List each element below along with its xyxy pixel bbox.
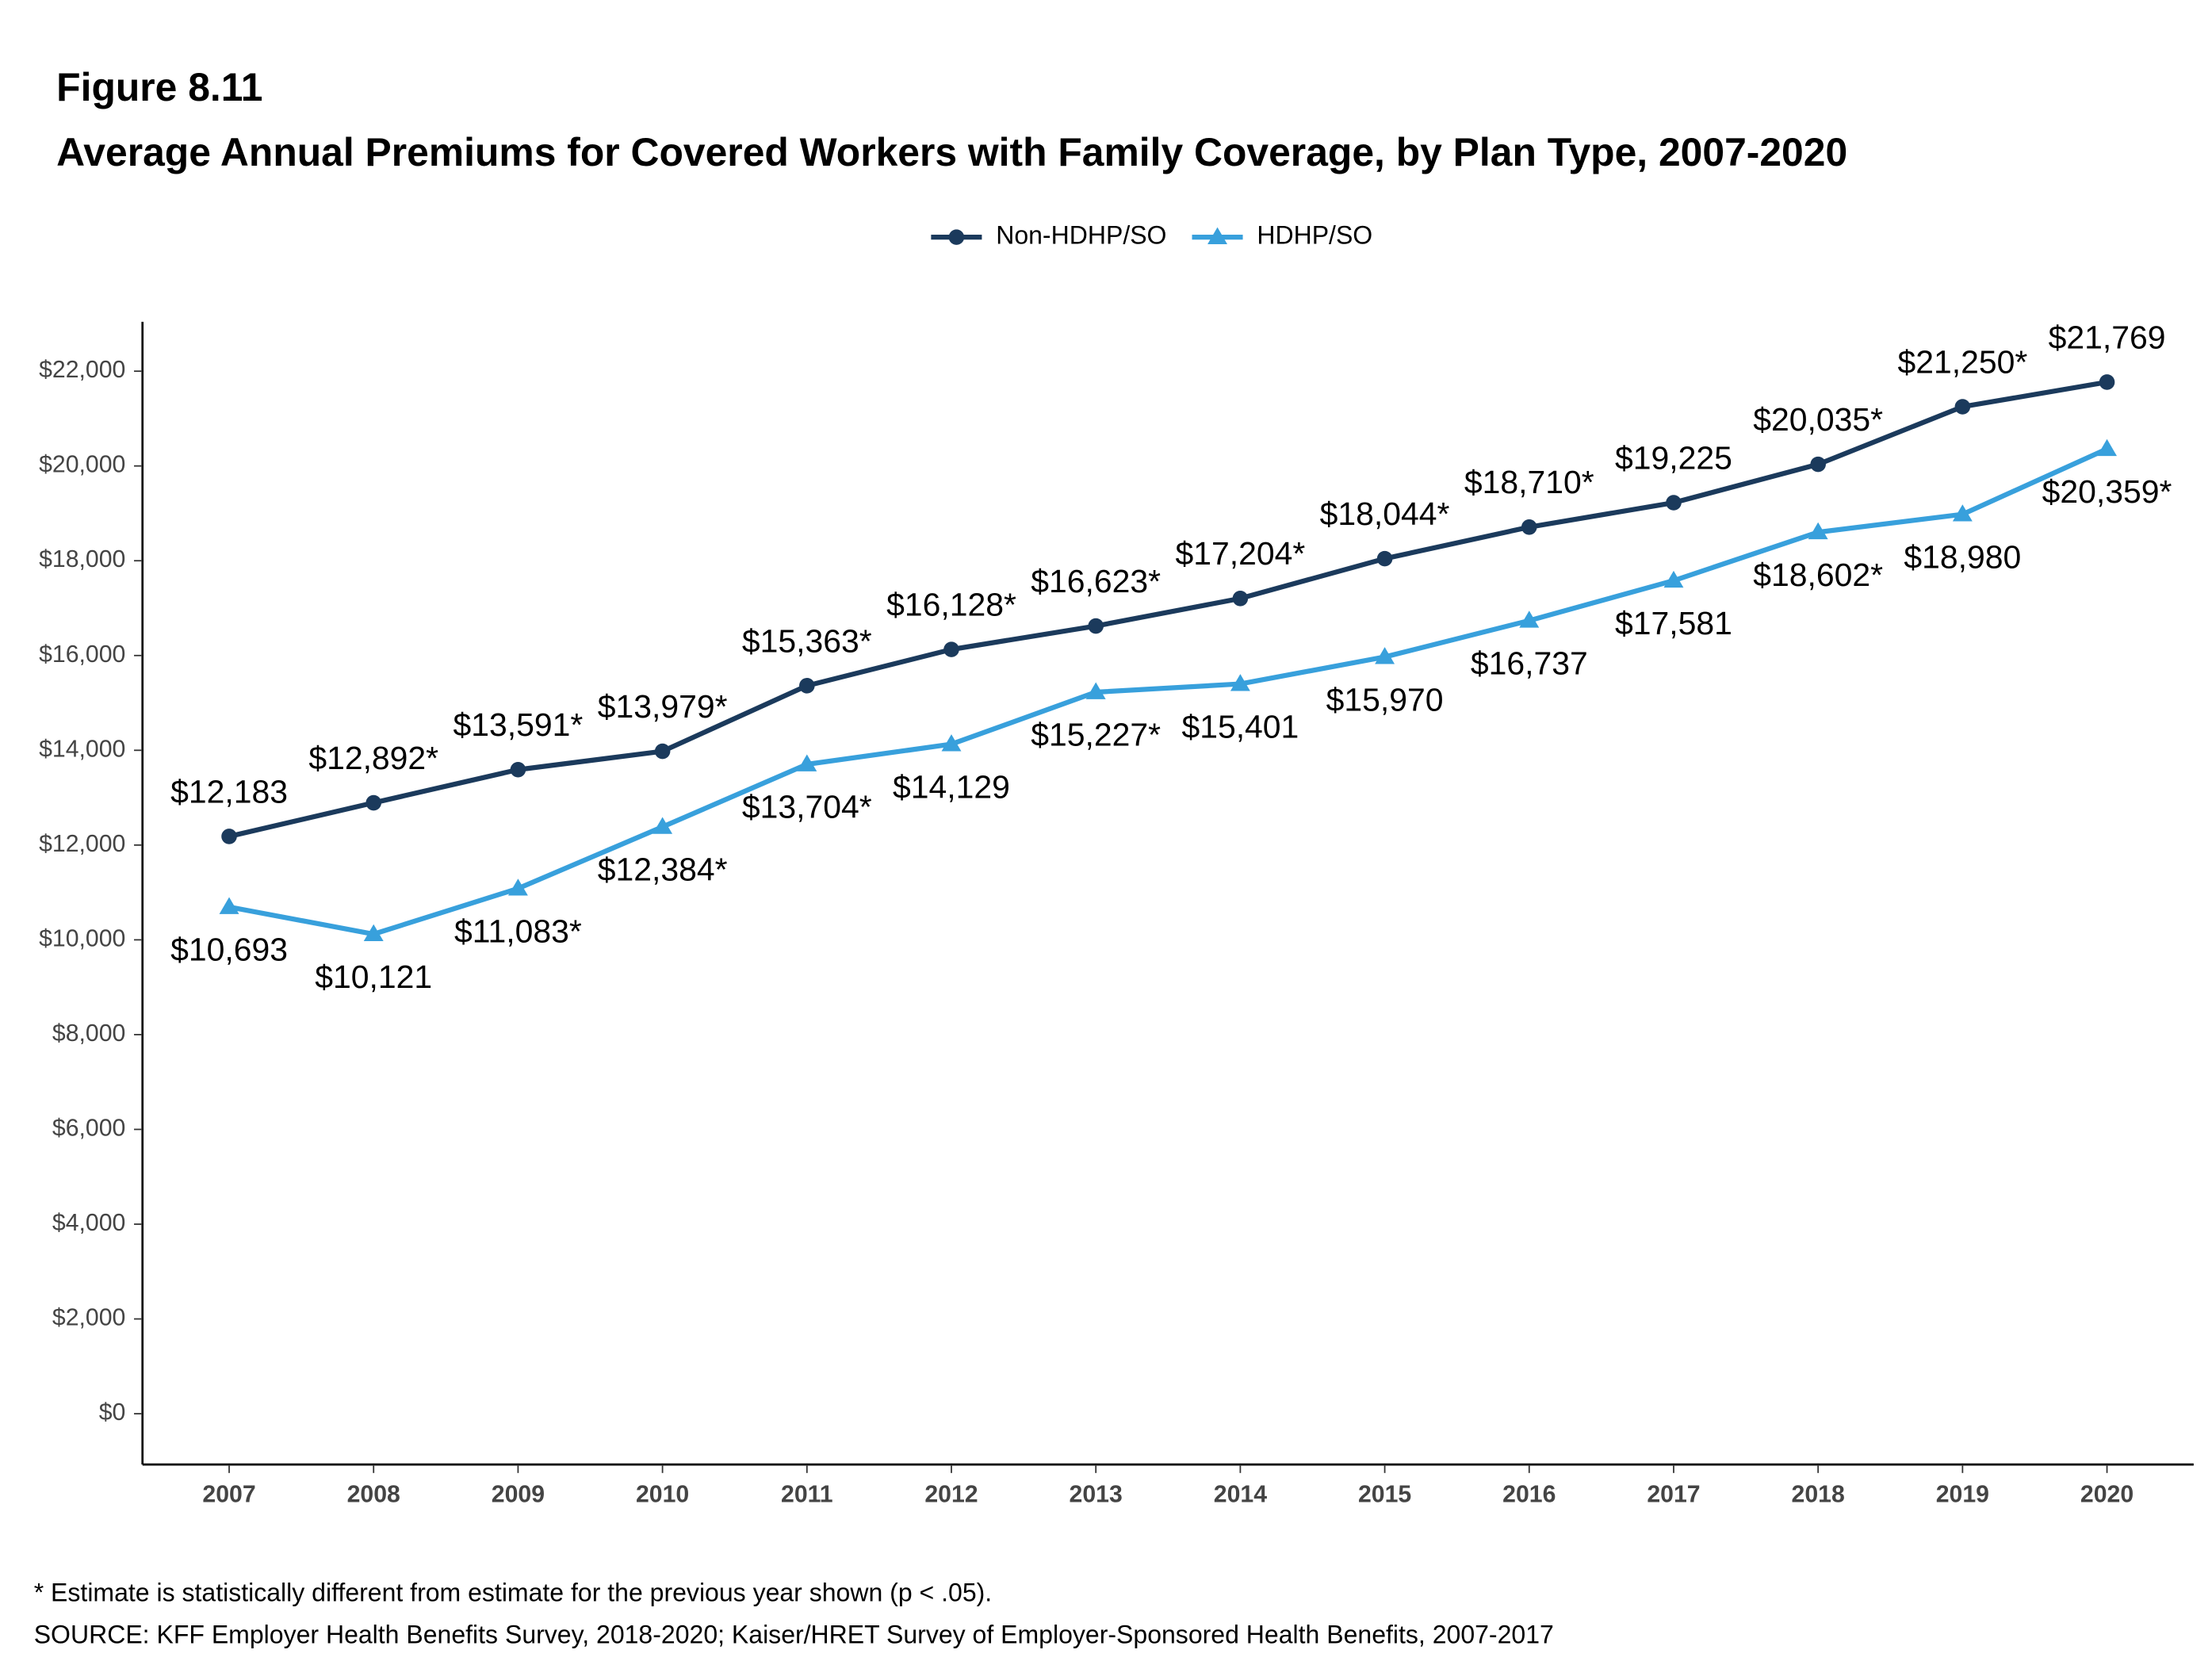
data-point	[797, 754, 817, 771]
x-tick-label: 2008	[347, 1481, 400, 1507]
x-tick-label: 2009	[492, 1481, 545, 1507]
chart-title: Average Annual Premiums for Covered Work…	[56, 130, 1847, 174]
y-tick-label: $22,000	[39, 357, 125, 383]
x-tick-label: 2017	[1647, 1481, 1700, 1507]
legend-item: HDHP/SO	[1192, 221, 1372, 250]
legend-marker	[948, 229, 965, 245]
data-point	[1666, 495, 1682, 511]
y-tick-label: $16,000	[39, 641, 125, 668]
data-point	[1230, 674, 1250, 691]
x-tick-label: 2019	[1936, 1481, 1989, 1507]
data-point	[363, 924, 384, 942]
x-tick-label: 2011	[781, 1481, 833, 1507]
data-label: $17,204*	[1175, 535, 1305, 572]
y-tick-label: $8,000	[52, 1020, 125, 1047]
data-point	[2097, 438, 2118, 457]
data-label: $13,704*	[742, 789, 872, 825]
series-line	[228, 379, 2108, 839]
y-tick-label: $14,000	[39, 736, 125, 762]
data-point	[1954, 399, 1971, 415]
data-point	[219, 897, 239, 914]
data-label: $15,227*	[1031, 717, 1161, 753]
data-point	[654, 743, 671, 760]
y-tick-label: $18,000	[39, 546, 125, 572]
series-line	[228, 446, 2108, 937]
data-label: $12,384*	[598, 852, 728, 888]
data-point	[1085, 682, 1106, 699]
data-label: $10,693	[170, 932, 288, 968]
x-tick-label: 2014	[1214, 1481, 1267, 1507]
data-point	[799, 678, 815, 694]
data-label: $15,970	[1326, 681, 1444, 718]
legend-marker	[1207, 227, 1227, 245]
y-tick-label: $2,000	[52, 1305, 125, 1331]
data-label: $19,225	[1615, 439, 1732, 476]
footnote: * Estimate is statistically different fr…	[34, 1578, 993, 1606]
data-label: $17,581	[1615, 605, 1732, 641]
data-point	[2099, 374, 2115, 390]
figure-label: Figure 8.11	[56, 65, 262, 109]
data-label: $12,892*	[308, 740, 438, 776]
source-note: SOURCE: KFF Employer Health Benefits Sur…	[34, 1621, 1554, 1649]
x-tick-label: 2016	[1502, 1481, 1556, 1507]
x-tick-label: 2007	[202, 1481, 255, 1507]
data-label: $15,401	[1181, 708, 1299, 744]
data-point	[507, 878, 528, 896]
data-point	[1375, 647, 1395, 664]
x-tick-label: 2013	[1070, 1481, 1123, 1507]
data-label: $18,602*	[1753, 557, 1883, 593]
data-label: $13,591*	[453, 706, 584, 743]
legend-label: Non-HDHP/SO	[996, 221, 1166, 250]
y-tick-label: $0	[99, 1399, 126, 1426]
data-point	[1810, 456, 1826, 473]
data-label: $21,250*	[1897, 343, 2027, 380]
x-tick-label: 2020	[2080, 1481, 2134, 1507]
data-label: $15,363*	[742, 622, 872, 659]
x-tick-label: 2010	[636, 1481, 689, 1507]
data-label: $16,623*	[1031, 563, 1161, 599]
data-label: $18,710*	[1464, 464, 1594, 500]
data-point	[1088, 618, 1104, 634]
y-tick-label: $10,000	[39, 925, 125, 951]
data-label: $21,769	[2049, 319, 2166, 355]
data-label: $12,183	[170, 773, 288, 810]
y-tick-label: $12,000	[39, 831, 125, 857]
x-tick-label: 2018	[1792, 1481, 1845, 1507]
data-label: $16,737	[1471, 645, 1588, 681]
legend-item: Non-HDHP/SO	[931, 221, 1166, 250]
data-point	[1808, 522, 1828, 540]
x-tick-label: 2012	[924, 1481, 978, 1507]
data-point	[1521, 519, 1537, 535]
y-tick-label: $6,000	[52, 1115, 125, 1141]
data-point	[1376, 550, 1393, 567]
data-label: $11,083*	[454, 913, 582, 949]
data-point	[365, 794, 382, 811]
x-tick-label: 2015	[1358, 1481, 1411, 1507]
data-point	[653, 817, 673, 834]
data-point	[510, 761, 526, 778]
data-point	[1519, 610, 1540, 628]
data-label: $16,128*	[886, 587, 1016, 623]
data-point	[1952, 504, 1973, 522]
data-label: $10,121	[315, 959, 432, 995]
data-label: $18,044*	[1320, 496, 1450, 532]
data-point	[1663, 570, 1684, 588]
data-label: $20,359*	[2042, 473, 2172, 510]
data-point	[941, 734, 962, 752]
data-label: $14,129	[893, 768, 1010, 805]
y-tick-label: $20,000	[39, 452, 125, 478]
data-point	[221, 829, 237, 844]
data-point	[1232, 591, 1249, 607]
data-label: $20,035*	[1753, 401, 1883, 438]
data-label: $13,979*	[598, 688, 728, 725]
data-label: $18,980	[1904, 538, 2021, 575]
y-tick-label: $4,000	[52, 1210, 125, 1236]
legend-label: HDHP/SO	[1257, 221, 1372, 250]
data-point	[943, 641, 959, 657]
